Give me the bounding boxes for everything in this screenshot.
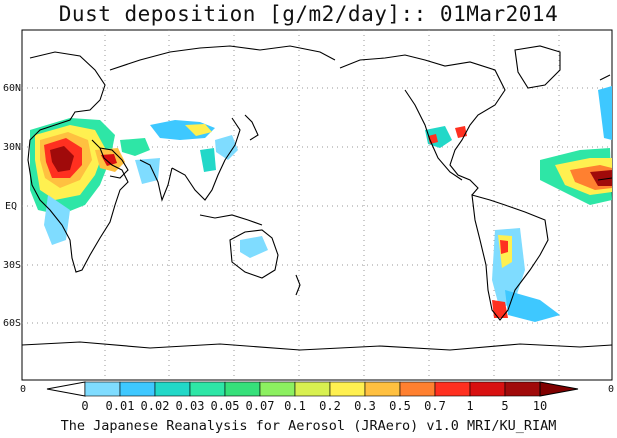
colorbar-swatch xyxy=(329,381,366,397)
colorbar xyxy=(46,381,579,397)
colorbar-swatch xyxy=(434,381,471,397)
lat-labels: 60N 30N EQ 30S 60S xyxy=(3,83,21,329)
colorbar-label: 0.7 xyxy=(424,399,446,413)
colorbar-label: 0.07 xyxy=(246,399,275,413)
colorbar-label: 1 xyxy=(466,399,473,413)
colorbar-labels: 0 0.01 0.02 0.03 0.05 0.07 0.1 0.2 0.3 0.5 0.7 1 5 10 xyxy=(81,399,547,413)
colorbar-swatch xyxy=(119,381,156,397)
colorbar-label: 0 xyxy=(81,399,88,413)
colorbar-arrow-left xyxy=(46,381,86,397)
colorbar-arrow-right xyxy=(539,381,579,397)
colorbar-swatch xyxy=(504,381,541,397)
colorbar-label: 0.3 xyxy=(354,399,376,413)
colorbar-swatch xyxy=(364,381,401,397)
gridlines xyxy=(22,30,612,380)
coastlines xyxy=(21,45,613,351)
colorbar-swatch xyxy=(259,381,296,397)
colorbar-label: 0.01 xyxy=(106,399,135,413)
colorbar-label: 0.05 xyxy=(211,399,240,413)
colorbar-swatch xyxy=(224,381,261,397)
colorbar-swatch xyxy=(399,381,436,397)
colorbar-label: 0.03 xyxy=(176,399,205,413)
colorbar-label: 0.02 xyxy=(141,399,170,413)
lat-label-30n: 30N xyxy=(3,142,21,153)
lat-label-eq: EQ xyxy=(5,201,17,212)
colorbar-label: 0.2 xyxy=(319,399,341,413)
colorbar-swatch xyxy=(469,381,506,397)
dust-shading xyxy=(30,86,612,322)
colorbar-label: 5 xyxy=(501,399,508,413)
footer-credit: The Japanese Reanalysis for Aerosol (JRA… xyxy=(60,418,557,434)
colorbar-swatch xyxy=(294,381,331,397)
colorbar-label: 10 xyxy=(533,399,547,413)
lat-label-30s: 30S xyxy=(3,260,21,271)
colorbar-swatch xyxy=(189,381,226,397)
lon-label-right: 0 xyxy=(608,384,614,395)
colorbar-swatch xyxy=(154,381,191,397)
colorbar-label: 0.1 xyxy=(284,399,306,413)
map-title: Dust deposition [g/m2/day]:: 01Mar2014 xyxy=(58,2,559,26)
lat-label-60s: 60S xyxy=(3,318,21,329)
lon-label-left: 0 xyxy=(20,384,26,395)
colorbar-swatch xyxy=(84,381,121,397)
map-frame xyxy=(21,29,613,381)
colorbar-label: 0.5 xyxy=(389,399,411,413)
lat-label-60n: 60N xyxy=(3,83,21,94)
